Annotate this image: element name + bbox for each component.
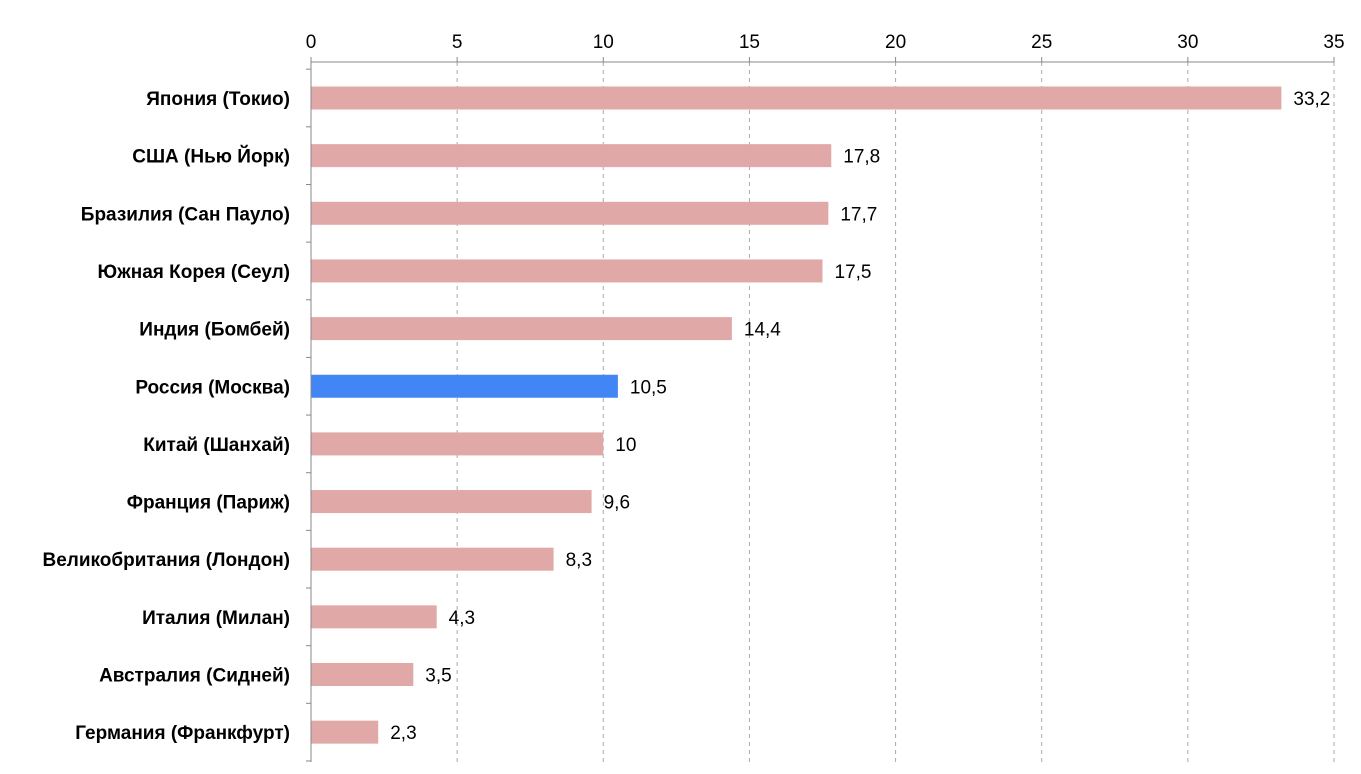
x-tick-label: 20 (885, 32, 906, 53)
x-axis-ticks: 0 5 10 15 20 25 30 35 (306, 32, 1345, 62)
category-label: Германия (Франкфурт) (75, 723, 290, 744)
bar (311, 144, 832, 168)
data-label: 8,3 (566, 550, 592, 571)
data-label: 10 (615, 435, 636, 456)
category-label: Бразилия (Сан Пауло) (81, 204, 290, 225)
category-label: Япония (Токио) (146, 89, 290, 110)
bar (311, 432, 604, 456)
data-labels: 33,2 17,8 17,7 17,5 14,4 10,5 10 9,6 8,3 4,3 3,5 2,… (390, 89, 1330, 744)
bar (311, 201, 829, 225)
category-labels: Япония (Токио) США (Нью Йорк) Бразилия (Са… (42, 89, 290, 744)
data-label: 9,6 (604, 493, 630, 514)
bar (311, 605, 437, 629)
data-label: 2,3 (390, 723, 416, 744)
category-label: Южная Корея (Сеул) (97, 262, 290, 283)
bar (311, 86, 1282, 110)
data-label: 14,4 (744, 320, 781, 341)
category-label: Великобритания (Лондон) (42, 550, 290, 571)
category-label: США (Нью Йорк) (132, 146, 290, 168)
data-label: 17,5 (835, 262, 872, 283)
category-label: Индия (Бомбей) (139, 320, 290, 341)
data-label: 10,5 (630, 377, 667, 398)
x-tick-label: 25 (1031, 32, 1052, 53)
bar (311, 663, 414, 686)
data-label: 33,2 (1293, 89, 1330, 110)
data-label: 17,7 (840, 204, 877, 225)
bar (311, 374, 618, 398)
x-tick-label: 10 (593, 32, 614, 53)
data-label: 3,5 (425, 666, 451, 687)
data-label: 4,3 (449, 608, 475, 629)
data-label: 17,8 (843, 147, 880, 168)
x-tick-label: 35 (1323, 32, 1344, 53)
x-tick-label: 5 (452, 32, 463, 53)
category-label: Китай (Шанхай) (143, 435, 290, 456)
x-tick-label: 0 (306, 32, 317, 53)
axes (306, 61, 1334, 762)
bar (311, 547, 554, 571)
category-label: Австралия (Сидней) (99, 666, 290, 687)
bar (311, 720, 379, 744)
bars (311, 86, 1282, 744)
bar (311, 259, 823, 283)
category-label: Франция (Париж) (127, 493, 290, 514)
category-label: Италия (Милан) (142, 608, 290, 629)
bar (311, 317, 732, 341)
bar (311, 490, 592, 514)
x-tick-label: 15 (739, 32, 760, 53)
x-tick-label: 30 (1177, 32, 1198, 53)
category-label: Россия (Москва) (135, 377, 290, 398)
